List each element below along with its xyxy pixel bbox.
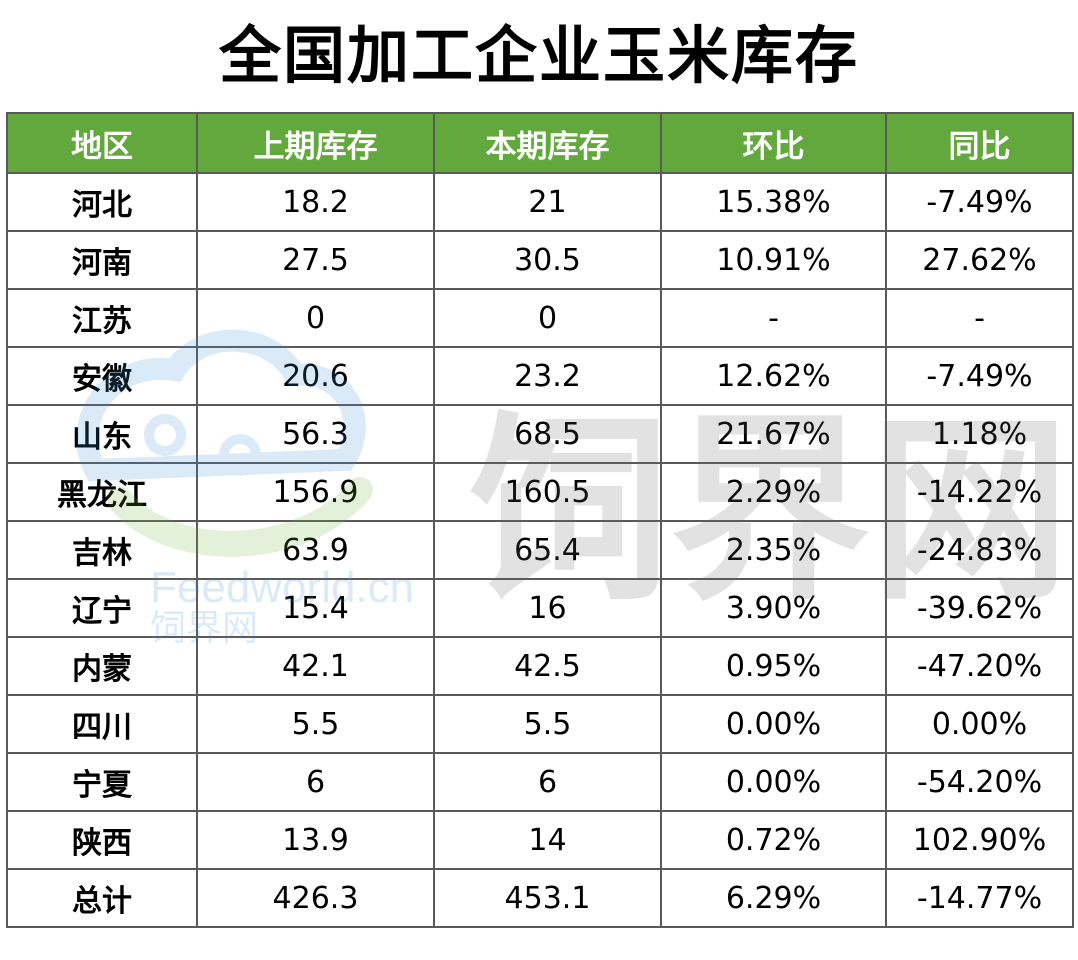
cell-current-stock: 14 (433, 810, 662, 870)
cell-year-on-year: -54.20% (885, 752, 1074, 812)
table-row: 辽宁 15.4 16 3.90% -39.62% (6, 578, 1074, 638)
table-row: 宁夏 6 6 0.00% -54.20% (6, 752, 1074, 812)
cell-previous-stock: 0 (196, 288, 435, 348)
header-previous-stock: 上期库存 (196, 112, 435, 174)
cell-month-on-month: 15.38% (660, 172, 887, 232)
cell-current-stock: 6 (433, 752, 662, 812)
cell-region: 河北 (6, 172, 198, 232)
cell-year-on-year: 1.18% (885, 404, 1074, 464)
cell-current-stock: 23.2 (433, 346, 662, 406)
table-row: 陕西 13.9 14 0.72% 102.90% (6, 810, 1074, 870)
cell-month-on-month: 2.29% (660, 462, 887, 522)
cell-current-stock: 42.5 (433, 636, 662, 696)
cell-region: 陕西 (6, 810, 198, 870)
cell-region: 总计 (6, 868, 198, 928)
table-row: 河北 18.2 21 15.38% -7.49% (6, 172, 1074, 232)
table-row: 吉林 63.9 65.4 2.35% -24.83% (6, 520, 1074, 580)
cell-region: 吉林 (6, 520, 198, 580)
page-title: 全国加工企业玉米库存 (218, 19, 859, 92)
cell-previous-stock: 13.9 (196, 810, 435, 870)
header-year-on-year: 同比 (885, 112, 1074, 174)
header-current-stock: 本期库存 (433, 112, 662, 174)
cell-month-on-month: 0.00% (660, 694, 887, 754)
table-row: 四川 5.5 5.5 0.00% 0.00% (6, 694, 1074, 754)
cell-previous-stock: 20.6 (196, 346, 435, 406)
cell-region: 宁夏 (6, 752, 198, 812)
table-header: 地区 上期库存 本期库存 环比 同比 (6, 112, 1074, 174)
header-region: 地区 (6, 112, 198, 174)
cell-previous-stock: 6 (196, 752, 435, 812)
cell-year-on-year: -14.22% (885, 462, 1074, 522)
cell-year-on-year: 102.90% (885, 810, 1074, 870)
cell-previous-stock: 156.9 (196, 462, 435, 522)
cell-region: 河南 (6, 230, 198, 290)
cell-year-on-year: -39.62% (885, 578, 1074, 638)
cell-current-stock: 21 (433, 172, 662, 232)
cell-region: 四川 (6, 694, 198, 754)
cell-region: 安徽 (6, 346, 198, 406)
table-row: 黑龙江 156.9 160.5 2.29% -14.22% (6, 462, 1074, 522)
cell-year-on-year: - (885, 288, 1074, 348)
cell-region: 内蒙 (6, 636, 198, 696)
header-month-on-month: 环比 (660, 112, 887, 174)
cell-current-stock: 160.5 (433, 462, 662, 522)
cell-year-on-year: -7.49% (885, 346, 1074, 406)
table-row: 内蒙 42.1 42.5 0.95% -47.20% (6, 636, 1074, 696)
cell-previous-stock: 426.3 (196, 868, 435, 928)
corn-inventory-table: 地区 上期库存 本期库存 环比 同比 河北 18.2 21 15.38% -7.49% 河… (6, 112, 1074, 928)
table-body: 河北 18.2 21 15.38% -7.49% 河南 27.5 30.5 10.91% 27.6… (6, 172, 1074, 928)
cell-previous-stock: 27.5 (196, 230, 435, 290)
cell-month-on-month: 6.29% (660, 868, 887, 928)
table-row: 安徽 20.6 23.2 12.62% -7.49% (6, 346, 1074, 406)
cell-current-stock: 453.1 (433, 868, 662, 928)
cell-previous-stock: 42.1 (196, 636, 435, 696)
cell-month-on-month: 0.95% (660, 636, 887, 696)
cell-month-on-month: 21.67% (660, 404, 887, 464)
cell-region: 辽宁 (6, 578, 198, 638)
cell-year-on-year: -47.20% (885, 636, 1074, 696)
cell-current-stock: 5.5 (433, 694, 662, 754)
table-row: 江苏 0 0- - (6, 288, 1074, 348)
cell-year-on-year: -14.77% (885, 868, 1074, 928)
cell-previous-stock: 15.4 (196, 578, 435, 638)
cell-current-stock: 68.5 (433, 404, 662, 464)
cell-current-stock: 65.4 (433, 520, 662, 580)
cell-month-on-month: 10.91% (660, 230, 887, 290)
cell-month-on-month: 0.00% (660, 752, 887, 812)
cell-previous-stock: 63.9 (196, 520, 435, 580)
cell-year-on-year: -7.49% (885, 172, 1074, 232)
cell-previous-stock: 56.3 (196, 404, 435, 464)
cell-previous-stock: 5.5 (196, 694, 435, 754)
cell-month-on-month: - (660, 288, 887, 348)
cell-region: 山东 (6, 404, 198, 464)
cell-region: 黑龙江 (6, 462, 198, 522)
cell-year-on-year: 0.00% (885, 694, 1074, 754)
cell-region: 江苏 (6, 288, 198, 348)
cell-current-stock: 30.5 (433, 230, 662, 290)
table-row: 总计 426.3 453.1 6.29% -14.77% (6, 868, 1074, 928)
cell-previous-stock: 18.2 (196, 172, 435, 232)
header-row: 地区 上期库存 本期库存 环比 同比 (6, 112, 1074, 174)
table-row: 山东 56.3 68.5 21.67% 1.18% (6, 404, 1074, 464)
cell-current-stock: 16 (433, 578, 662, 638)
cell-month-on-month: 12.62% (660, 346, 887, 406)
cell-month-on-month: 3.90% (660, 578, 887, 638)
cell-current-stock: 0 (433, 288, 662, 348)
cell-month-on-month: 0.72% (660, 810, 887, 870)
cell-month-on-month: 2.35% (660, 520, 887, 580)
cell-year-on-year: -24.83% (885, 520, 1074, 580)
cell-year-on-year: 27.62% (885, 230, 1074, 290)
table-row: 河南 27.5 30.5 10.91% 27.62% (6, 230, 1074, 290)
